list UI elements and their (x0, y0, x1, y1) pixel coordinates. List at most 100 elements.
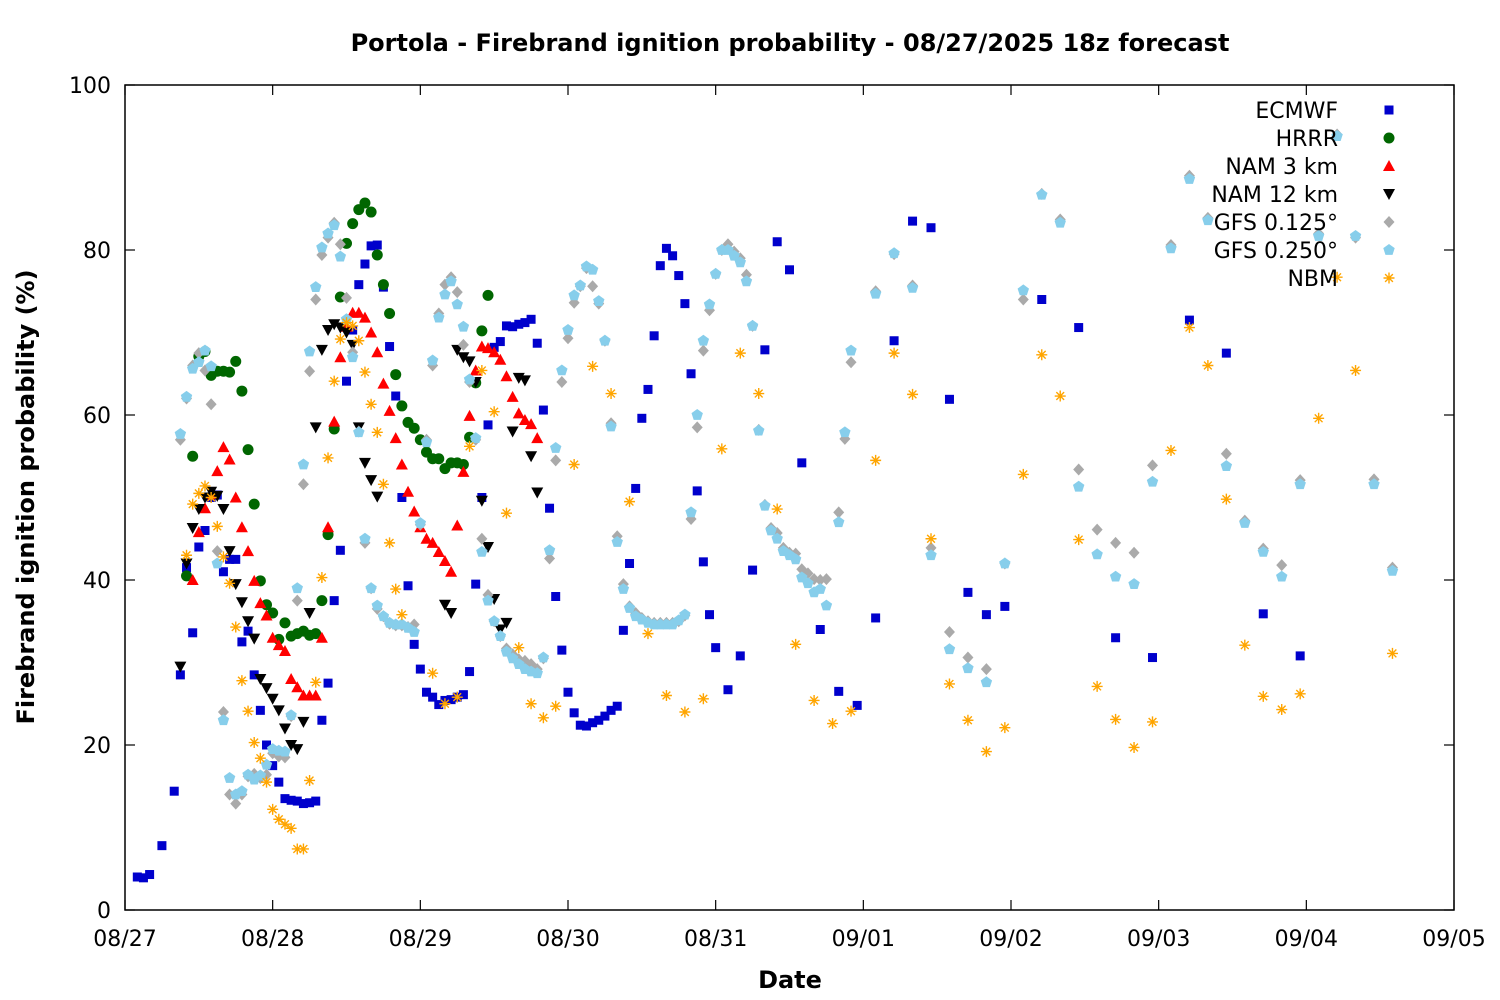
data-point (925, 533, 937, 545)
data-point (1257, 545, 1269, 557)
data-point (980, 663, 992, 676)
data-point (889, 336, 899, 346)
data-point (231, 554, 241, 564)
plot-area (132, 128, 1399, 883)
data-point (943, 625, 955, 638)
data-point (451, 344, 464, 356)
data-point (237, 637, 247, 647)
data-point (285, 740, 298, 751)
data-point (759, 499, 771, 511)
data-point (512, 407, 525, 419)
data-point (771, 503, 783, 515)
data-point (845, 705, 857, 717)
data-point (217, 504, 230, 516)
data-point (292, 796, 302, 806)
data-point (347, 218, 359, 230)
data-point (384, 537, 396, 549)
data-point (1276, 559, 1288, 572)
data-point (562, 324, 574, 335)
data-point (402, 485, 415, 497)
data-point (556, 364, 568, 376)
data-point (697, 334, 710, 346)
data-point (785, 265, 794, 275)
data-point (1257, 690, 1269, 702)
data-point (186, 523, 199, 535)
data-point (483, 420, 493, 430)
data-point (465, 667, 475, 677)
legend-label: ECMWF (1255, 99, 1338, 124)
data-point (685, 506, 697, 518)
data-point (188, 628, 198, 638)
data-point (869, 287, 882, 299)
data-point (457, 338, 469, 351)
data-point (414, 517, 427, 528)
data-point (1017, 293, 1029, 306)
data-point (397, 493, 407, 502)
data-point (544, 552, 556, 565)
data-point (434, 700, 444, 710)
legend-label: NBM (1287, 267, 1338, 292)
data-point (181, 570, 193, 582)
y-tick-label: 20 (83, 734, 111, 759)
data-point (962, 662, 974, 674)
data-point (180, 390, 193, 402)
data-point (740, 275, 753, 287)
data-point (476, 325, 488, 337)
data-point (797, 458, 807, 468)
data-point (396, 609, 408, 621)
data-point (224, 577, 236, 589)
data-point (488, 615, 500, 627)
data-point (303, 608, 316, 619)
data-point (352, 306, 365, 318)
data-point (385, 342, 395, 352)
data-point (1313, 412, 1325, 424)
data-point (408, 422, 420, 434)
data-point (980, 746, 992, 758)
data-point (532, 338, 542, 348)
data-point (698, 557, 708, 567)
data-point (199, 344, 211, 356)
data-point (1221, 348, 1231, 358)
data-point (1331, 130, 1343, 141)
series-gfs-0-250- (174, 130, 1399, 800)
data-point (746, 319, 759, 331)
data-point (205, 360, 217, 372)
data-point (205, 398, 217, 411)
data-point (145, 870, 155, 880)
data-point (999, 557, 1011, 569)
data-point (506, 390, 519, 402)
data-point (531, 667, 543, 679)
data-point (322, 521, 335, 533)
data-point (322, 452, 334, 464)
data-point (286, 795, 296, 805)
data-point (1202, 214, 1214, 226)
data-point (827, 718, 839, 730)
data-point (291, 843, 303, 855)
data-point (709, 267, 722, 279)
data-point (365, 582, 377, 594)
data-point (291, 594, 303, 607)
data-point (1147, 716, 1159, 728)
data-point (1276, 570, 1288, 582)
data-point (323, 678, 333, 688)
data-point (944, 394, 954, 404)
data-point (457, 320, 470, 332)
data-point (353, 335, 365, 347)
data-point (403, 581, 413, 591)
data-point (317, 715, 327, 725)
data-point (138, 873, 148, 883)
data-point (315, 631, 328, 643)
data-point (371, 491, 384, 503)
data-point (476, 545, 488, 557)
data-point (501, 321, 511, 331)
data-point (235, 597, 248, 609)
data-point (451, 519, 464, 531)
data-point (242, 545, 255, 557)
data-point (187, 498, 199, 510)
x-tick-label: 08/31 (684, 927, 747, 952)
data-point (1350, 364, 1362, 376)
data-point (463, 373, 476, 385)
data-point (1239, 517, 1251, 528)
data-point (243, 626, 253, 636)
data-point (1074, 323, 1084, 333)
